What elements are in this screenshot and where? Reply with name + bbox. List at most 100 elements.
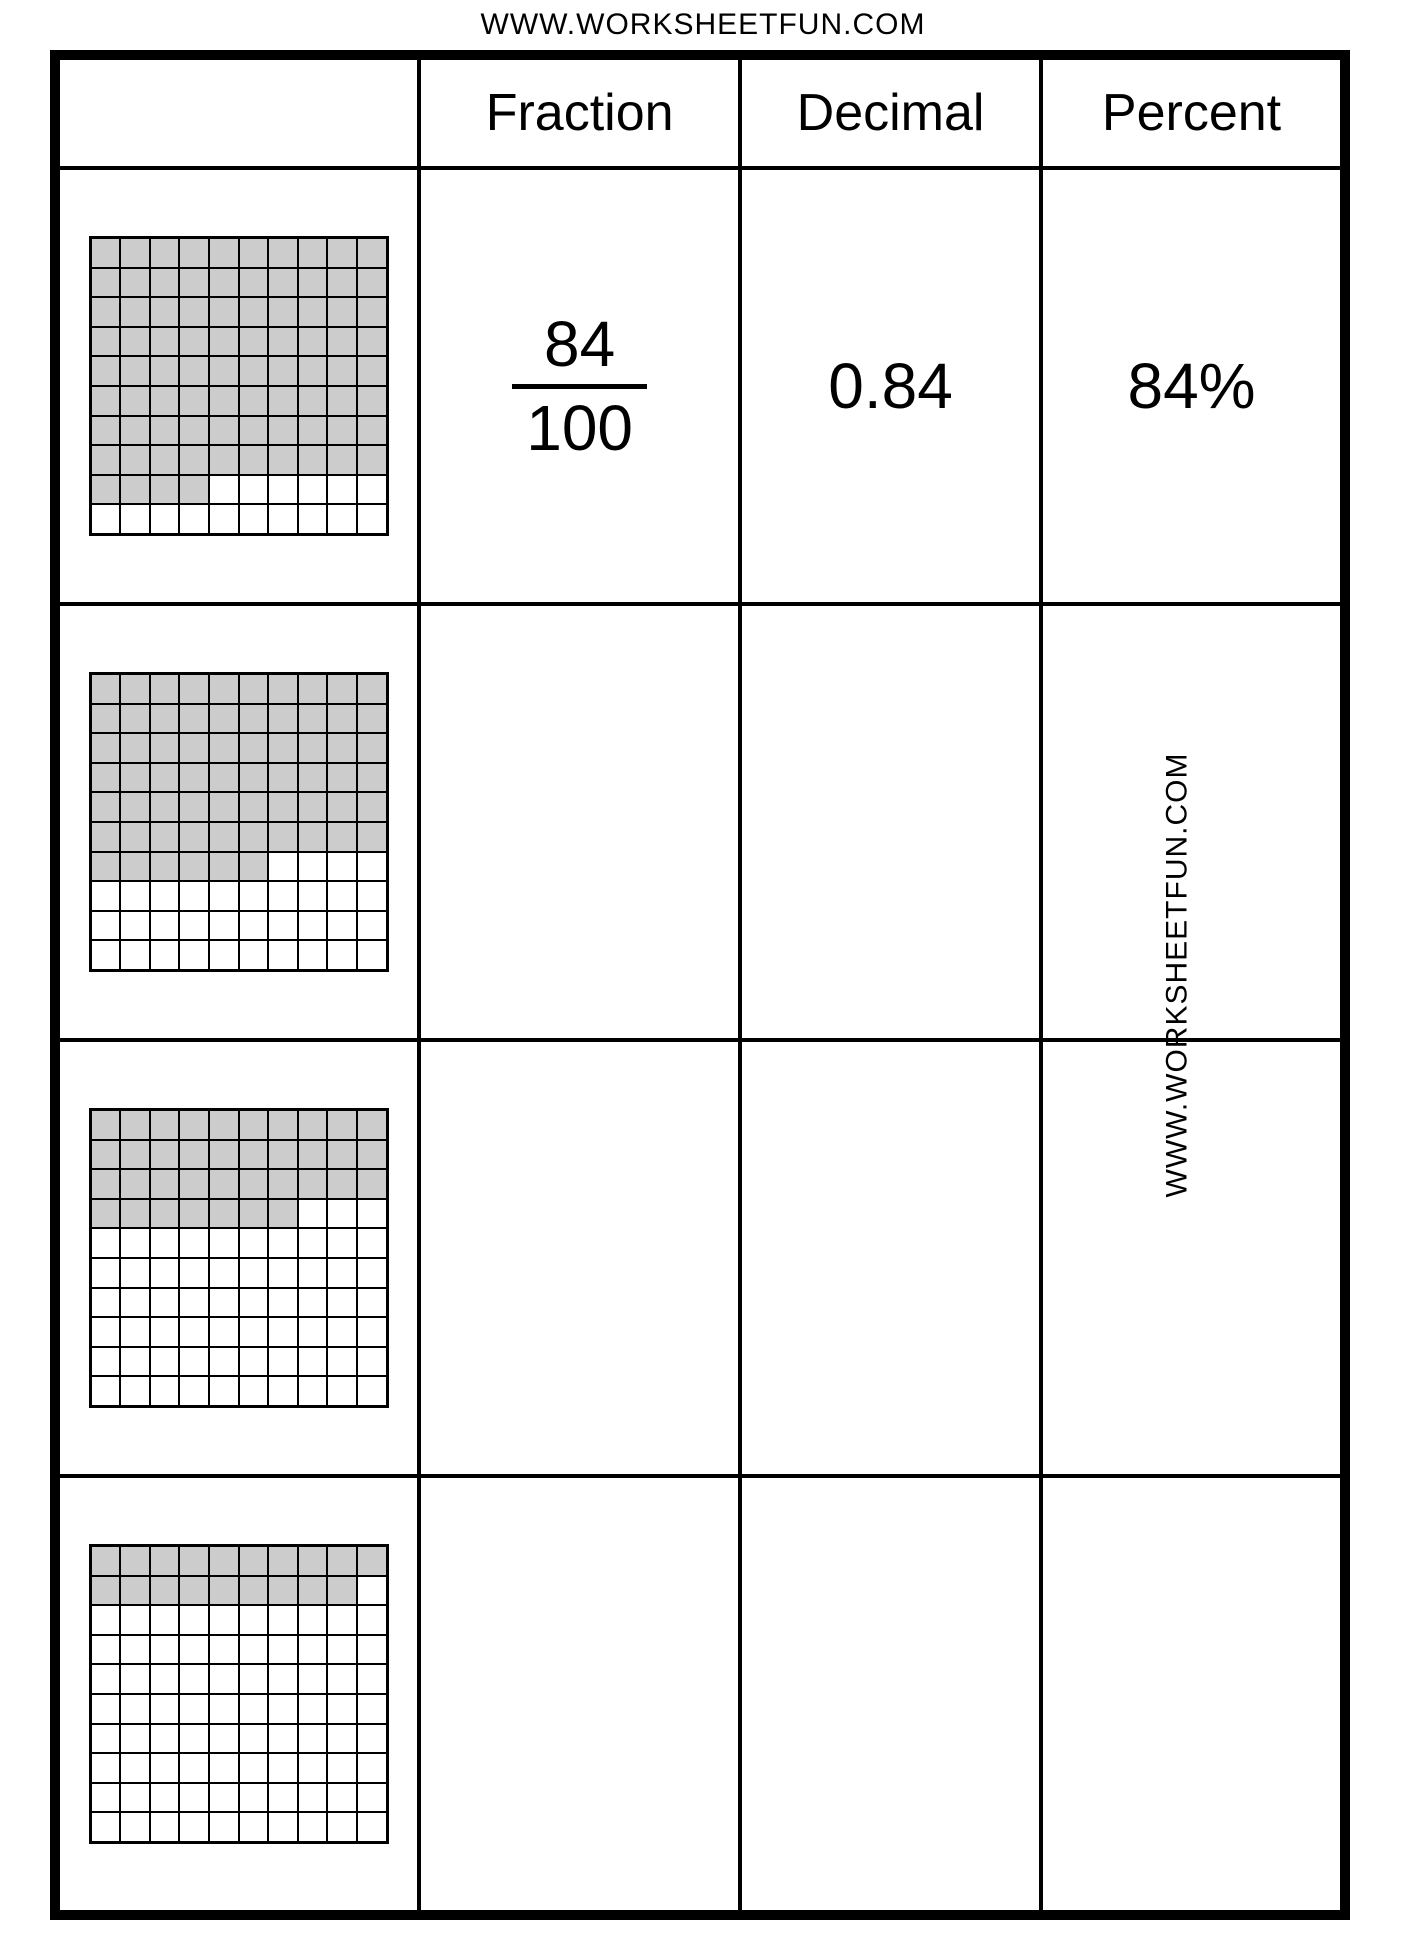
- grid-cell: [179, 911, 209, 941]
- grid-cell: [239, 445, 269, 475]
- decimal-cell: [740, 604, 1041, 1040]
- grid-cell: [120, 1576, 150, 1606]
- hundred-grid: [89, 672, 389, 972]
- grid-cell: [357, 1288, 387, 1318]
- grid-cell: [268, 445, 298, 475]
- grid-cell: [239, 1376, 269, 1406]
- grid-wrap: [60, 170, 417, 602]
- grid-cell: [327, 1576, 357, 1606]
- grid-cell: [150, 1258, 180, 1288]
- grid-cell: [150, 881, 180, 911]
- grid-cell: [239, 1199, 269, 1229]
- grid-cell: [298, 911, 328, 941]
- grid-cell: [179, 1635, 209, 1665]
- grid-cell: [327, 386, 357, 416]
- grid-cell: [150, 1546, 180, 1576]
- grid-cell: [179, 1576, 209, 1606]
- grid-cell: [239, 1753, 269, 1783]
- grid-cell: [91, 704, 121, 734]
- grid-cell: [268, 1140, 298, 1170]
- grid-cell: [120, 386, 150, 416]
- table-row: [58, 604, 1342, 1040]
- grid-cell: [209, 1783, 239, 1813]
- grid-cell: [327, 327, 357, 357]
- grid-cell: [327, 356, 357, 386]
- grid-cell: [298, 1140, 328, 1170]
- grid-cell: [298, 733, 328, 763]
- grid-cell: [179, 822, 209, 852]
- grid-cell: [268, 1258, 298, 1288]
- grid-cell: [357, 763, 387, 793]
- grid-cell: [357, 1753, 387, 1783]
- grid-cell: [298, 416, 328, 446]
- fraction-cell: 84100: [419, 168, 740, 604]
- grid-cell: [357, 792, 387, 822]
- grid-cell: [120, 1376, 150, 1406]
- grid-cell: [298, 297, 328, 327]
- grid-cell: [357, 1576, 387, 1606]
- grid-cell: [91, 911, 121, 941]
- table-row: 841000.8484%: [58, 168, 1342, 604]
- grid-cell: [239, 940, 269, 970]
- grid-cell: [150, 733, 180, 763]
- grid-cell: [209, 852, 239, 882]
- grid-cell: [209, 674, 239, 704]
- grid-cell: [179, 1140, 209, 1170]
- grid-cell: [298, 1576, 328, 1606]
- grid-cell: [268, 297, 298, 327]
- grid-cell: [150, 327, 180, 357]
- grid-cell: [150, 1753, 180, 1783]
- grid-cell: [120, 238, 150, 268]
- grid-cell: [268, 356, 298, 386]
- grid-cell: [209, 1664, 239, 1694]
- grid-cell: [179, 1783, 209, 1813]
- grid-cell: [209, 911, 239, 941]
- grid-cell: [91, 822, 121, 852]
- grid-cell: [209, 1812, 239, 1842]
- grid-cell: [327, 1664, 357, 1694]
- grid-cell: [120, 1812, 150, 1842]
- grid-cell: [298, 268, 328, 298]
- grid-cell: [268, 852, 298, 882]
- grid-cell: [120, 504, 150, 534]
- grid-cell: [357, 852, 387, 882]
- grid-cell: [91, 1199, 121, 1229]
- grid-cell: [209, 1169, 239, 1199]
- grid-cell: [209, 792, 239, 822]
- grid-cell: [179, 1376, 209, 1406]
- grid-cell: [179, 327, 209, 357]
- grid-cell: [209, 822, 239, 852]
- grid-cell: [268, 763, 298, 793]
- worksheet-page: WWW.WORKSHEETFUN.COM WWW.WORKSHEETFUN.CO…: [0, 0, 1406, 1950]
- decimal-cell: 0.84: [740, 168, 1041, 604]
- fraction-cell: [419, 1040, 740, 1476]
- grid-cell: [120, 475, 150, 505]
- grid-cell: [91, 1376, 121, 1406]
- grid-cell: [268, 792, 298, 822]
- header-percent: Percent: [1041, 58, 1342, 168]
- grid-cell: [120, 1724, 150, 1754]
- grid-cell: [239, 881, 269, 911]
- grid-cell: [239, 297, 269, 327]
- grid-cell-td: [58, 604, 419, 1040]
- grid-cell: [209, 1635, 239, 1665]
- grid-cell: [91, 674, 121, 704]
- percent-cell: [1041, 1476, 1342, 1912]
- percent-cell: [1041, 604, 1342, 1040]
- grid-cell: [268, 1228, 298, 1258]
- grid-cell: [357, 504, 387, 534]
- grid-cell: [298, 1605, 328, 1635]
- grid-cell: [357, 1664, 387, 1694]
- grid-cell: [150, 504, 180, 534]
- grid-cell: [239, 704, 269, 734]
- grid-cell: [298, 1635, 328, 1665]
- grid-cell: [91, 1576, 121, 1606]
- grid-cell: [327, 1605, 357, 1635]
- grid-cell: [91, 504, 121, 534]
- grid-cell: [150, 268, 180, 298]
- grid-cell: [268, 386, 298, 416]
- grid-cell: [239, 238, 269, 268]
- grid-cell: [91, 1635, 121, 1665]
- grid-cell: [239, 504, 269, 534]
- grid-cell: [120, 1635, 150, 1665]
